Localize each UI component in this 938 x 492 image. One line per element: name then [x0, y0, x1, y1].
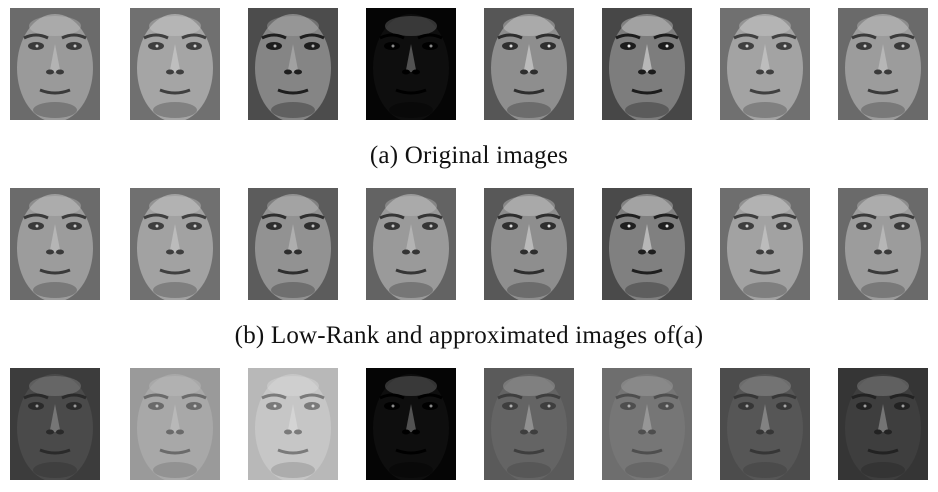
face-image-low-rank-2: [130, 188, 220, 300]
face-image-original-4: [366, 8, 456, 120]
face-image-original-5: [484, 8, 574, 120]
face-image-original-7: [720, 8, 810, 120]
face-image-low-rank-5: [484, 188, 574, 300]
face-image-original-8: [838, 8, 928, 120]
face-image-sparse-error-7: [720, 368, 810, 480]
original-images-row: [0, 8, 938, 120]
face-image-sparse-error-4: [366, 368, 456, 480]
face-image-original-6: [602, 8, 692, 120]
face-image-low-rank-7: [720, 188, 810, 300]
face-image-low-rank-8: [838, 188, 928, 300]
face-image-sparse-error-5: [484, 368, 574, 480]
face-image-original-2: [130, 8, 220, 120]
face-image-low-rank-6: [602, 188, 692, 300]
face-image-sparse-error-8: [838, 368, 928, 480]
face-image-sparse-error-3: [248, 368, 338, 480]
caption-original-images: (a) Original images: [369, 142, 569, 169]
face-image-low-rank-3: [248, 188, 338, 300]
face-image-original-3: [248, 8, 338, 120]
caption-low-rank-images: (b) Low-Rank and approximated images of(…: [234, 322, 704, 349]
face-image-sparse-error-6: [602, 368, 692, 480]
low-rank-images-row: [0, 188, 938, 300]
face-image-sparse-error-2: [130, 368, 220, 480]
sparse-error-images-row: [0, 368, 938, 480]
face-image-sparse-error-1: [10, 368, 100, 480]
face-image-original-1: [10, 8, 100, 120]
face-image-low-rank-1: [10, 188, 100, 300]
face-image-low-rank-4: [366, 188, 456, 300]
